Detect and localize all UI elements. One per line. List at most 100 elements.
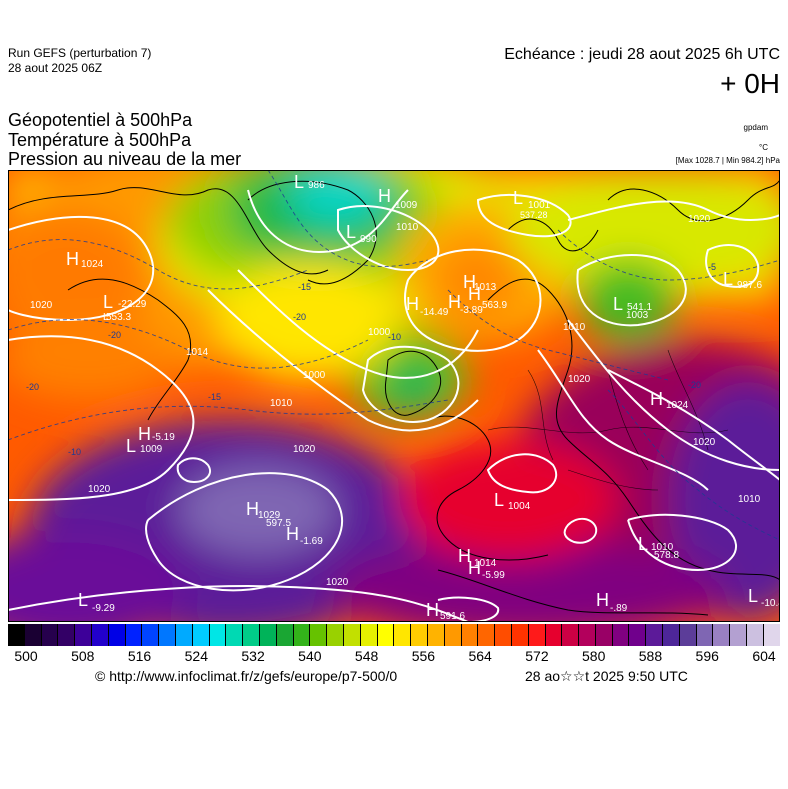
color-scale-cell <box>310 624 328 646</box>
color-scale-cell <box>444 624 462 646</box>
isobar-label: 1000 <box>368 327 391 338</box>
center-15: L 987.6 <box>723 269 762 291</box>
center-24: H -5.99 <box>468 558 505 581</box>
geopotential-field <box>8 170 780 622</box>
generated-date: 28 ao☆☆t 2025 9:50 UTC <box>525 668 688 684</box>
center-value: -22.29 <box>118 299 147 310</box>
isobar-label: 1020 <box>88 484 111 495</box>
color-scale-cell <box>58 624 76 646</box>
color-scale-tick-label: 524 <box>184 648 208 664</box>
forecast-valid-time: Echéance : jeudi 28 aout 2025 6h UTC <box>504 46 780 63</box>
color-scale-cell <box>226 624 244 646</box>
color-scale-cell <box>612 624 630 646</box>
color-scale-cell <box>646 624 664 646</box>
temperature-label: -5 <box>708 262 716 272</box>
pressure-min-max: [Max 1028.7 | Min 984.2] hPa <box>675 156 780 165</box>
color-scale-cell <box>125 624 143 646</box>
color-scale-cell <box>730 624 748 646</box>
color-scale-cell <box>276 624 294 646</box>
isobar-label: 1020 <box>693 437 716 448</box>
color-scale-cell <box>343 624 361 646</box>
center-11: H -3.89 <box>448 292 483 316</box>
center-letter: L <box>494 490 504 510</box>
isobar-label: 1010 <box>396 222 419 233</box>
temperature-label: -20 <box>293 312 306 322</box>
center-value: -5.99 <box>482 570 505 581</box>
center-letter: L <box>126 436 136 456</box>
color-scale-tick-label: 500 <box>14 648 38 664</box>
center-value: 537.28 <box>520 210 548 220</box>
color-scale-tick-label: 564 <box>468 648 492 664</box>
center-8: L537.28 <box>520 210 548 220</box>
center-value: -1.69 <box>300 536 323 547</box>
center-value: 1029 <box>258 510 281 521</box>
isobar-label: 1020 <box>293 444 316 455</box>
center-letter: H <box>468 558 481 578</box>
center-value: -9.29 <box>92 603 115 614</box>
center-letter: H <box>138 424 151 444</box>
color-scale-tick-label: 548 <box>354 648 379 664</box>
color-scale-tick-label: 516 <box>127 648 152 664</box>
center-letter: H <box>426 600 439 620</box>
center-16: H 1024 <box>650 389 689 411</box>
center-29: H 591.6 <box>426 600 465 622</box>
center-26: L578.8 <box>654 550 679 561</box>
color-scale-tick-label: 580 <box>582 648 606 664</box>
color-scale-tick-label: 588 <box>638 648 663 664</box>
temperature-label: -15 <box>208 392 221 402</box>
center-10: H -14.49 <box>406 294 449 318</box>
center-value: 1003 <box>626 310 649 321</box>
center-letter: L <box>346 222 356 242</box>
center-4: L 986 <box>294 172 325 192</box>
center-value: 1001 <box>528 200 551 211</box>
color-scale-tick-label: 572 <box>525 648 549 664</box>
color-scale-tick-label: 596 <box>695 648 719 664</box>
center-value: 1013 <box>474 282 497 293</box>
color-scale-cell <box>259 624 277 646</box>
center-letter: L <box>78 590 88 610</box>
center-value: 1014 <box>474 558 497 569</box>
center-30: L-10.4 <box>748 586 780 609</box>
center-letter: H <box>378 186 391 206</box>
center-21: H -1.69 <box>286 524 323 547</box>
color-scale-cell <box>243 624 260 646</box>
center-letter: H <box>468 284 481 304</box>
center-value: 563.9 <box>482 300 507 311</box>
center-letter: L <box>294 172 304 192</box>
color-scale-cell <box>327 624 344 646</box>
center-value: 1009 <box>140 444 163 455</box>
isobar-label: 1010 <box>270 398 293 409</box>
color-scale-cell <box>595 624 613 646</box>
center-letter: H <box>458 546 471 566</box>
center-13: L 541.1 <box>613 294 652 314</box>
center-letter: H <box>406 294 419 314</box>
unit-gpdam: gpdam <box>743 123 768 132</box>
map-frame <box>8 170 780 622</box>
center-22: L 1004 <box>494 490 531 512</box>
coastlines <box>8 179 780 616</box>
color-scale-cell <box>478 624 496 646</box>
color-scale-ticks: 500 508 516 524 532 540 548 556 564 572 580 588 596 6… <box>8 648 780 666</box>
center-27: H -.89 <box>596 590 628 614</box>
center-letter: L <box>638 534 648 554</box>
center-7: L 1001 <box>513 188 551 211</box>
color-scale-cell <box>579 624 596 646</box>
country-borders <box>487 349 729 491</box>
isobar-label: 1014 <box>186 347 209 358</box>
temperature-label: -10 <box>388 332 401 342</box>
temperature-contours <box>8 170 780 541</box>
isobar-label: 1020 <box>30 300 53 311</box>
color-scale-cell <box>562 624 580 646</box>
title-temperature: Température à 500hPa <box>8 130 192 150</box>
color-scale-cell <box>108 624 126 646</box>
forecast-offset: + 0H <box>720 68 780 99</box>
run-date: 28 aout 2025 06Z <box>8 61 103 75</box>
color-scale-cell <box>192 624 210 646</box>
center-value: -5.19 <box>152 432 175 443</box>
color-scale-cell <box>377 624 395 646</box>
color-scale-cell <box>159 624 176 646</box>
center-letter: H <box>596 590 609 610</box>
color-scale-cell <box>411 624 428 646</box>
center-value: 1024 <box>81 259 104 270</box>
center-letter: H <box>286 524 299 544</box>
